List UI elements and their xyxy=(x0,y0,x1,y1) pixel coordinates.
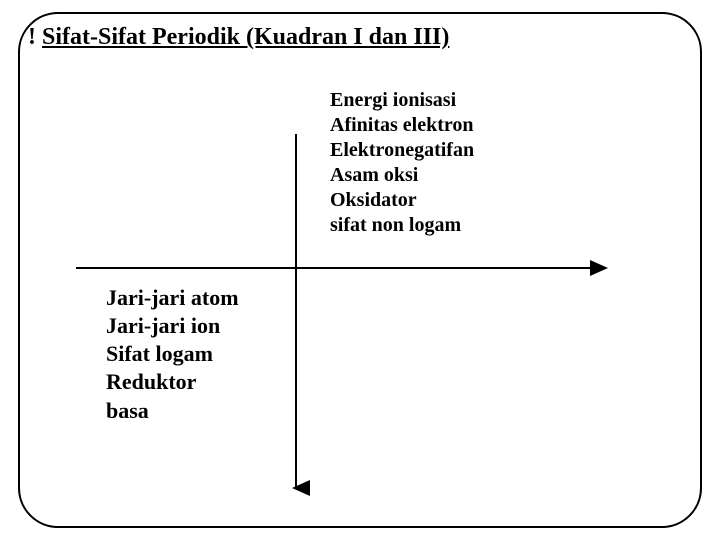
axes-diagram xyxy=(0,0,720,540)
